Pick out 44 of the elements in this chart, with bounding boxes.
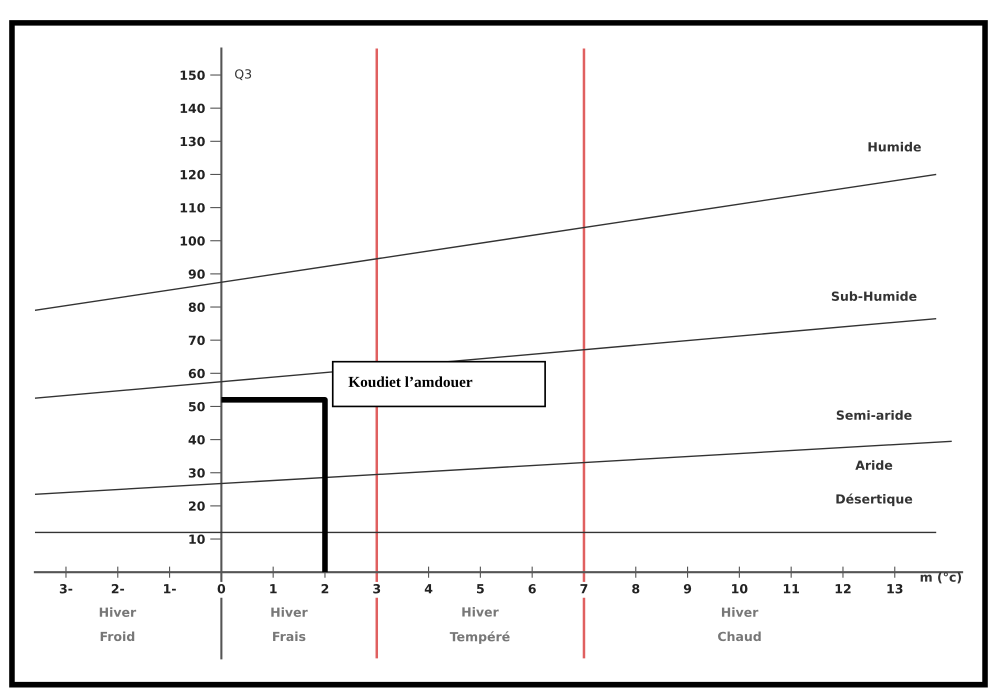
- x-tick-label: 7: [580, 584, 588, 594]
- y-tick-label: 110: [180, 203, 205, 213]
- x-tick-label: 13: [887, 584, 902, 594]
- annotation: Hiver Tempéré: [450, 607, 510, 644]
- annotation: Désertique: [836, 493, 912, 506]
- y-tick-label: 30: [188, 468, 205, 478]
- y-tick-label: 130: [180, 136, 205, 146]
- y-tick-label: 20: [188, 501, 205, 511]
- y-tick-label: 40: [188, 435, 205, 445]
- annotation: Aride: [855, 460, 892, 470]
- x-tick-label: 5: [476, 584, 484, 594]
- x-tick-label: 11: [784, 584, 800, 594]
- y-tick-label: 90: [188, 269, 205, 279]
- x-tick-label: 9: [684, 584, 692, 594]
- x-tick-label: 1-: [164, 584, 176, 594]
- x-tick-label: 6: [528, 584, 536, 594]
- annotation: Semi-aride: [836, 410, 912, 420]
- y-tick-label: 10: [189, 534, 205, 544]
- x-tick-label: 12: [836, 584, 851, 594]
- x-axis-title: m (°c): [920, 572, 962, 584]
- annotation: Sub-Humide: [832, 291, 916, 301]
- x-tick-label: 4: [424, 584, 432, 594]
- y-tick-label: 120: [180, 170, 205, 180]
- y-tick-label: 50: [188, 402, 205, 412]
- y-tick-label: 70: [188, 336, 205, 346]
- annotation: Humide: [868, 142, 921, 152]
- x-tick-label: 1: [270, 584, 277, 594]
- y-tick-label: 140: [180, 104, 205, 114]
- x-tick-label: 8: [632, 584, 640, 594]
- y-tick-label: 80: [188, 302, 205, 312]
- y-tick-label: 60: [188, 368, 205, 378]
- x-tick-label: 10: [732, 584, 748, 594]
- annotation: Hiver Froid: [100, 607, 136, 642]
- x-tick-label: 3: [373, 584, 380, 594]
- x-tick-label: 0: [218, 584, 226, 594]
- y-tick-label: 150: [180, 70, 205, 80]
- x-tick-label: 2-: [112, 584, 124, 594]
- annotation: Koudiet l’amdouer: [348, 376, 472, 388]
- x-tick-label: 3-: [60, 584, 72, 594]
- y-axis-title: Q3: [235, 69, 252, 80]
- x-tick-label: 2: [322, 584, 328, 594]
- annotation: Hiver Chaud: [718, 607, 761, 642]
- y-tick-label: 100: [180, 236, 205, 246]
- annotation: Hiver Frais: [271, 607, 308, 642]
